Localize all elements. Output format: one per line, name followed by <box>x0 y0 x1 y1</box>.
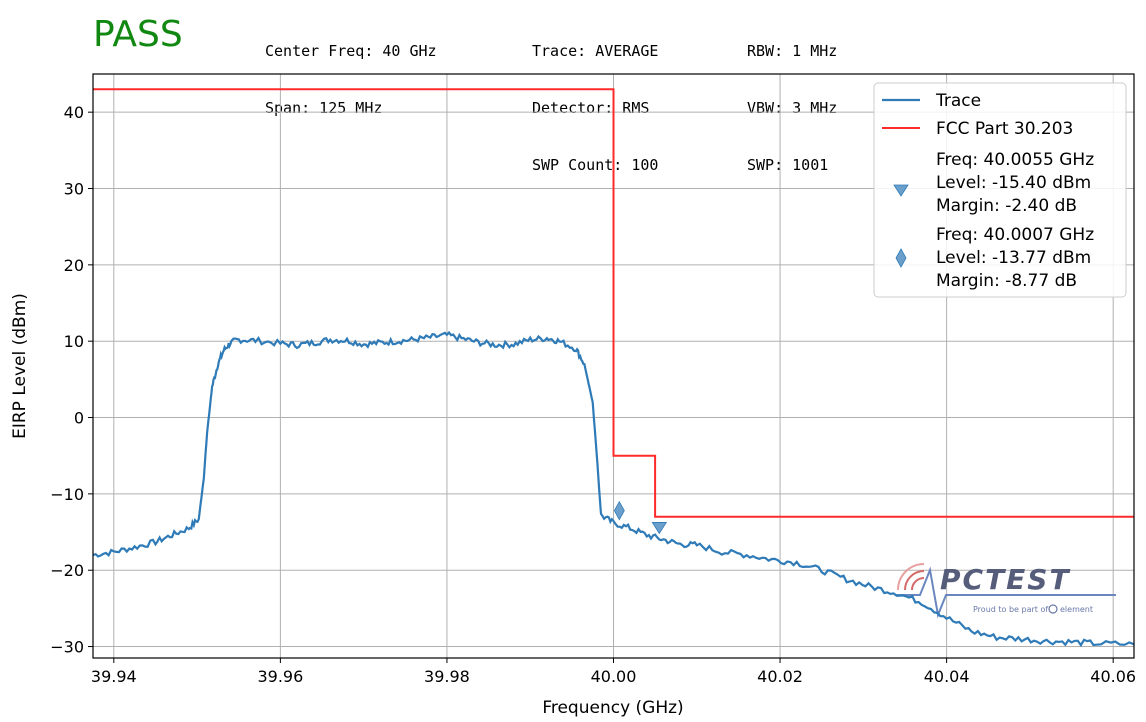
legend-marker-2-swatch <box>895 248 907 268</box>
signal-waves-icon <box>897 563 925 591</box>
x-tick-label: 40.02 <box>757 667 803 686</box>
marker-2 <box>613 500 625 521</box>
legend-marker-2-line: Level: -13.77 dBm <box>936 248 1091 268</box>
y-tick-label: 40 <box>64 103 84 122</box>
x-tick-label: 40.00 <box>591 667 637 686</box>
limit-line <box>93 88 1134 518</box>
trace-line <box>93 330 1134 648</box>
pctest-watermark: PCTEST Proud to be part of element <box>895 563 1116 619</box>
y-axis: −30 −20 −10 0 10 20 30 40 <box>50 103 93 657</box>
legend-trace-label: Trace <box>935 91 981 111</box>
y-tick-label: −30 <box>50 638 84 657</box>
y-tick-label: 30 <box>64 180 84 199</box>
y-axis-label: EIRP Level (dBm) <box>10 293 30 439</box>
x-axis: 39.94 39.96 39.98 40.00 40.02 40.04 40.06 <box>91 658 1136 686</box>
y-tick-label: −10 <box>50 485 84 504</box>
watermark-brand: PCTEST <box>940 563 1071 596</box>
sweep-points-text: SWP: 1001 <box>747 156 829 174</box>
marker-1 <box>651 522 668 535</box>
series-layer <box>93 88 1134 648</box>
legend-marker-2-line: Freq: 40.0007 GHz <box>936 225 1094 245</box>
pass-status: PASS <box>93 14 183 55</box>
pulse-line-icon <box>895 566 1116 619</box>
y-tick-label: 10 <box>64 332 84 351</box>
legend-marker-1-line: Freq: 40.0055 GHz <box>936 150 1094 170</box>
x-tick-label: 40.06 <box>1090 667 1136 686</box>
y-tick-label: 0 <box>74 409 84 428</box>
x-tick-label: 40.04 <box>924 667 970 686</box>
x-tick-label: 39.98 <box>424 667 470 686</box>
header-col-2: Trace: AVERAGE Detector: RMS SWP Count: … <box>532 4 658 194</box>
rbw-text: RBW: 1 MHz <box>747 42 838 60</box>
watermark-partner: element <box>1060 605 1093 614</box>
x-tick-label: 39.94 <box>91 667 137 686</box>
x-tick-label: 39.96 <box>257 667 303 686</box>
sweep-count-text: SWP Count: 100 <box>532 156 659 174</box>
y-tick-label: 20 <box>64 256 84 275</box>
legend-marker-1-line: Margin: -2.40 dB <box>936 196 1077 216</box>
legend-marker-1-swatch <box>893 184 909 197</box>
center-freq-text: Center Freq: 40 GHz <box>265 42 437 60</box>
watermark-tagline: Proud to be part of <box>973 605 1048 614</box>
legend-marker-1-line: Level: -15.40 dBm <box>936 173 1091 193</box>
trace-mode-text: Trace: AVERAGE <box>532 42 659 60</box>
legend: Trace FCC Part 30.203 Freq: 40.0055 GHz Lev… <box>873 82 1127 298</box>
legend-limit-label: FCC Part 30.203 <box>936 119 1073 139</box>
y-tick-label: −20 <box>50 561 84 580</box>
marker-layer <box>613 500 668 535</box>
legend-box <box>873 82 1127 298</box>
x-axis-label: Frequency (GHz) <box>542 698 683 718</box>
element-logo-icon <box>1048 604 1058 614</box>
legend-marker-2-line: Margin: -8.77 dB <box>936 271 1077 291</box>
